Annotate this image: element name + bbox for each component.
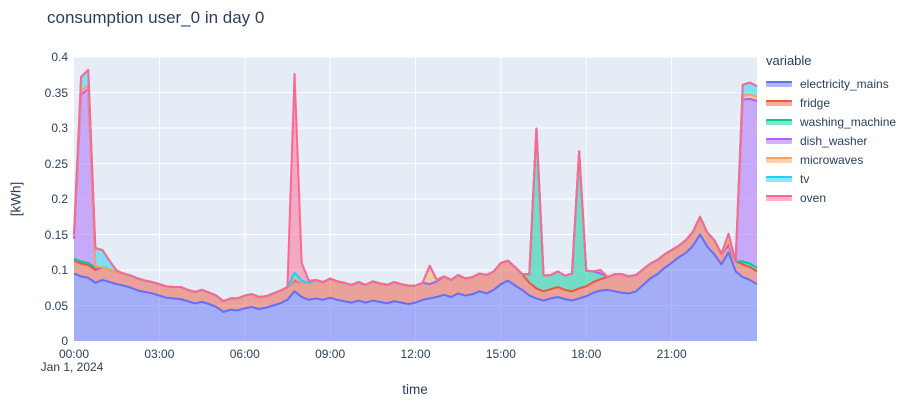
legend-title: variable	[766, 53, 812, 68]
x-tick-label: 21:00	[656, 347, 687, 361]
y-tick-label: 0.1	[51, 263, 68, 277]
y-tick-label: 0.4	[51, 50, 68, 64]
legend-swatch	[766, 137, 792, 144]
legend-swatch	[766, 80, 792, 87]
y-tick-label: 0.2	[51, 192, 68, 206]
legend-swatch	[766, 118, 792, 125]
x-tick-label: 03:00	[144, 347, 175, 361]
line-oven	[73, 68, 758, 303]
x-tick-label: 18:00	[571, 347, 602, 361]
legend-item-fridge[interactable]: fridge	[766, 93, 896, 112]
legend-label: oven	[800, 190, 827, 205]
legend-label: fridge	[800, 95, 831, 110]
legend-label: electricity_mains	[800, 76, 889, 91]
y-axis-title: [kWh]	[8, 181, 24, 217]
y-tick-label: 0.15	[44, 227, 68, 242]
x-axis-date-annotation: Jan 1, 2024	[40, 360, 104, 374]
legend-item-washing_machine[interactable]: washing_machine	[766, 112, 896, 131]
y-tick-label: 0.3	[51, 121, 68, 135]
legend-swatch	[766, 99, 792, 106]
legend-item-dish_washer[interactable]: dish_washer	[766, 131, 896, 150]
legend-label: tv	[800, 171, 810, 186]
legend-swatch	[766, 175, 792, 182]
y-tick-label: 0.25	[44, 156, 68, 171]
legend-item-microwaves[interactable]: microwaves	[766, 150, 896, 169]
area-electricity_mains	[74, 234, 757, 341]
y-tick-label: 0	[61, 334, 68, 348]
x-tick-label: 06:00	[229, 347, 260, 361]
legend-item-tv[interactable]: tv	[766, 169, 896, 188]
legend-item-oven[interactable]: oven	[766, 188, 896, 207]
stacked-area-chart	[73, 56, 758, 341]
chart-title: consumption user_0 in day 0	[47, 8, 265, 27]
plot-area[interactable]	[73, 56, 758, 341]
area-fridge	[74, 216, 757, 312]
x-axis-title: time	[402, 382, 428, 397]
legend-label: microwaves	[800, 152, 864, 167]
line-electricity_mains	[73, 233, 758, 313]
legend-swatch	[766, 156, 792, 163]
legend-label: dish_washer	[800, 133, 868, 148]
legend-swatch	[766, 194, 792, 201]
y-tick-label: 0.35	[44, 85, 68, 100]
y-tick-label: 0.05	[44, 298, 68, 313]
legend-item-electricity_mains[interactable]: electricity_mains	[766, 74, 896, 93]
x-tick-label: 12:00	[400, 347, 431, 361]
legend-label: washing_machine	[800, 114, 897, 129]
x-tick-label: 09:00	[315, 347, 346, 361]
x-tick-label: 15:00	[485, 347, 516, 361]
x-tick-label: 00:00	[58, 347, 90, 361]
